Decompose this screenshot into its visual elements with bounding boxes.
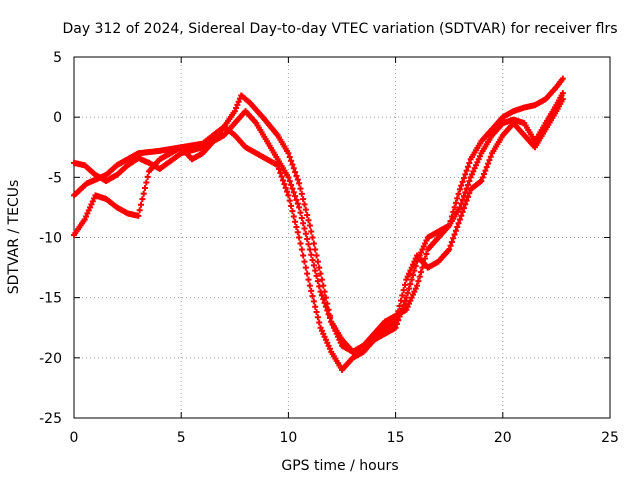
x-tick-label: 5 <box>177 430 186 446</box>
y-tick-label: -15 <box>39 291 62 307</box>
plus-markers <box>71 90 566 355</box>
y-tick-label: -20 <box>39 351 62 367</box>
y-tick-label: 5 <box>53 50 62 66</box>
series-track-3 <box>71 96 566 373</box>
x-tick-label: 10 <box>279 430 297 446</box>
ticks: 0 5 10 15 20 25 5 0 -5 -10 -15 -20 -25 <box>39 50 619 446</box>
x-tick-label: 20 <box>494 430 512 446</box>
y-axis-label: SDTVAR / TECUs <box>6 180 22 295</box>
series-track-2 <box>71 90 566 355</box>
grid <box>74 57 610 418</box>
x-axis-label: GPS time / hours <box>281 458 398 474</box>
y-tick-label: -10 <box>39 231 62 247</box>
y-tick-label: -25 <box>39 411 62 427</box>
chart-title: Day 312 of 2024, Sidereal Day-to-day VTE… <box>62 21 617 37</box>
plus-markers <box>71 96 566 373</box>
x-tick-label: 15 <box>387 430 405 446</box>
data-points <box>71 75 566 373</box>
y-tick-label: 0 <box>53 110 62 126</box>
y-tick-label: -5 <box>48 170 62 186</box>
x-tick-label: 0 <box>70 430 79 446</box>
x-tick-label: 25 <box>601 430 619 446</box>
